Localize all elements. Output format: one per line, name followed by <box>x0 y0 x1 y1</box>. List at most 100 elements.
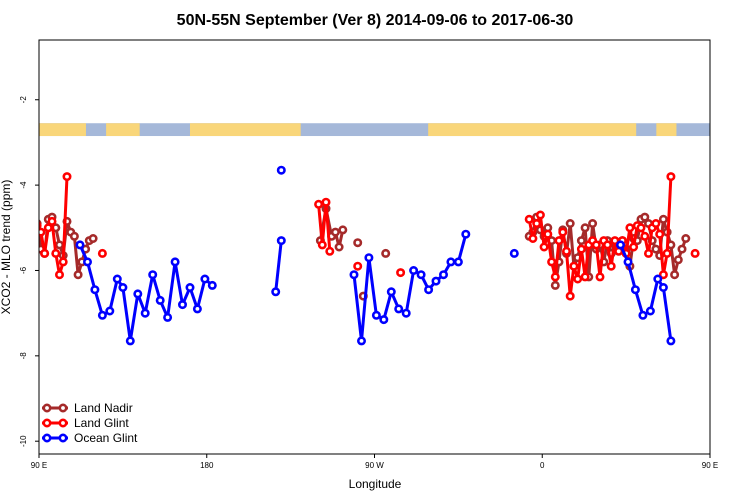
land-glint-point <box>550 272 560 282</box>
ocean-glint-point <box>645 306 655 316</box>
land-nadir-point <box>381 248 391 258</box>
land-glint-point <box>47 216 57 226</box>
land-glint-point <box>606 261 616 271</box>
legend-ocean-glint-label: Ocean Glint <box>74 431 138 445</box>
land-glint-point <box>317 240 327 250</box>
ocean-glint-point <box>630 285 640 295</box>
land-glint-point <box>524 214 534 224</box>
ocean-glint-point <box>615 240 625 250</box>
ocean-glint-point <box>394 304 404 314</box>
land-nadir-point <box>73 270 83 280</box>
land-nadir-point <box>670 270 680 280</box>
legend-land-glint-label: Land Glint <box>74 416 129 430</box>
land-glint-point <box>547 257 557 267</box>
land-glint-point <box>532 219 542 229</box>
land-nadir-point <box>30 255 36 261</box>
land-nadir-point <box>580 223 590 233</box>
x-tick-label: 90 E <box>31 461 47 470</box>
land-glint-point <box>27 252 33 258</box>
land-glint-point <box>640 231 650 241</box>
y-tick-label: -2 <box>19 96 28 104</box>
land-glint-point <box>658 270 668 280</box>
ocean-glint-point <box>125 336 135 346</box>
land-nadir-point <box>673 255 683 265</box>
land-nadir-point <box>330 227 340 237</box>
land-glint-point <box>625 223 635 233</box>
ocean-glint-point <box>200 274 210 284</box>
ocean-glint-line <box>352 233 468 343</box>
land-nadir-point <box>27 242 33 248</box>
land-nadir-point <box>681 234 691 244</box>
x-tick-label: 180 <box>200 461 214 470</box>
land-glint-point <box>528 234 538 244</box>
ocean-glint-point <box>356 336 366 346</box>
ocean-glint-point <box>386 287 396 297</box>
land-glint-point <box>561 246 571 256</box>
land-glint-point <box>23 240 29 246</box>
land-glint-point <box>39 227 46 237</box>
land-glint-point <box>636 223 646 233</box>
y-tick-label: -4 <box>19 181 28 189</box>
land-glint-point <box>662 248 672 258</box>
land-nadir-point <box>69 231 79 241</box>
land-glint-point <box>558 227 568 237</box>
series-land-glint <box>23 172 700 301</box>
ocean-glint-point <box>424 285 434 295</box>
land-nadir-point <box>565 219 575 229</box>
land-glint-line <box>317 200 332 252</box>
map-strip <box>39 123 710 137</box>
ocean-glint-point <box>461 229 471 239</box>
y-axis-label: XCO2 - MLO trend (ppm) <box>0 180 13 315</box>
ocean-glint-point <box>509 248 519 258</box>
ocean-glint-point <box>185 282 195 292</box>
legend-land-nadir-marker <box>58 403 68 413</box>
ocean-glint-point <box>431 276 441 286</box>
land-nadir-point <box>588 219 598 229</box>
legend-land-glint-marker <box>58 418 68 428</box>
land-glint-point <box>655 229 665 239</box>
land-nadir-point <box>640 212 650 222</box>
land-glint-point <box>51 248 61 258</box>
land-nadir-point <box>353 238 363 248</box>
land-glint-point <box>30 225 36 231</box>
land-glint-point <box>595 272 605 282</box>
land-glint-point <box>569 261 579 271</box>
land-nadir-point <box>550 280 560 290</box>
land-nadir-point <box>54 240 64 250</box>
ocean-glint-point <box>653 274 663 284</box>
land-glint-point <box>97 248 107 258</box>
ocean-glint-point <box>623 257 633 267</box>
land-glint-point <box>602 240 612 250</box>
map-strip-land <box>39 123 86 137</box>
ocean-glint-line <box>78 244 214 343</box>
ocean-glint-point <box>379 315 389 325</box>
land-glint-point <box>573 274 583 284</box>
ocean-glint-point <box>75 240 85 250</box>
land-glint-point <box>43 223 53 233</box>
land-nadir-point <box>338 225 348 235</box>
x-axis-label: Longitude <box>349 477 402 491</box>
land-nadir-point <box>658 214 668 224</box>
land-glint-point <box>576 244 586 254</box>
land-glint-point <box>651 219 661 229</box>
ocean-glint-point <box>371 310 381 320</box>
map-strip-land <box>106 123 140 137</box>
ocean-glint-point <box>271 287 281 297</box>
y-tick-label: -6 <box>19 266 28 274</box>
ocean-glint-point <box>118 282 128 292</box>
legend-ocean-glint-marker <box>42 433 52 443</box>
ocean-glint-point <box>666 336 676 346</box>
land-nadir-point <box>576 236 586 246</box>
land-glint-point <box>353 261 363 271</box>
land-nadir-point <box>88 234 98 244</box>
legend-land-nadir-label: Land Nadir <box>74 401 133 415</box>
ocean-glint-point <box>276 165 286 175</box>
land-nadir-point <box>677 244 687 254</box>
ocean-glint-point <box>409 265 419 275</box>
ocean-glint-point <box>178 300 188 310</box>
land-glint-point <box>396 268 406 278</box>
ocean-glint-point <box>163 312 173 322</box>
ocean-glint-point <box>453 257 463 267</box>
ocean-glint-point <box>401 308 411 318</box>
land-glint-point <box>643 248 653 258</box>
